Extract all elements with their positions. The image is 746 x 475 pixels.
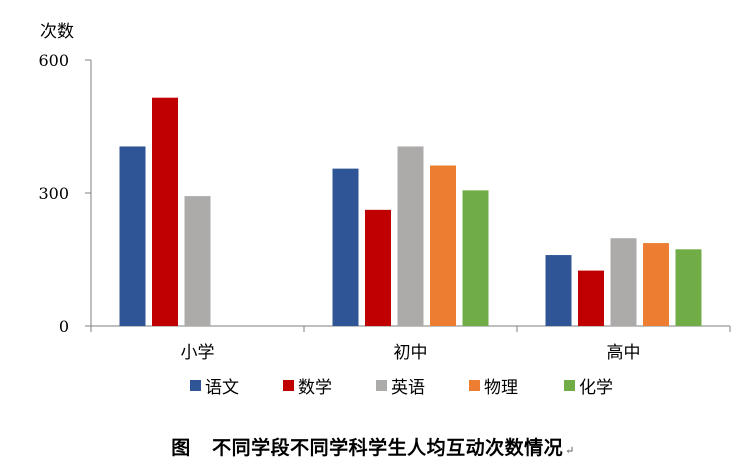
y-tick-label: 600 [38, 51, 69, 70]
legend-label: 数学 [298, 378, 332, 398]
bar [643, 243, 669, 326]
legend-swatch [190, 380, 201, 391]
bar [365, 209, 391, 326]
y-tick-label: 300 [38, 184, 69, 203]
x-tick-label: 高中 [607, 343, 641, 363]
legend-label: 英语 [391, 378, 425, 398]
legend: 语文 数学 英语 物理 化学 [190, 378, 613, 398]
figure-caption: 图 不同学段不同学科学生人均互动次数情况 ↵ [0, 433, 746, 460]
plot-area: 0 300 600 小学 初中 高中 [38, 51, 731, 363]
bar [545, 255, 572, 326]
legend-swatch [376, 380, 387, 391]
legend-swatch [564, 380, 575, 391]
x-tick-label: 小学 [181, 343, 215, 363]
y-axis-title: 次数 [40, 22, 74, 42]
legend-label: 物理 [484, 378, 518, 398]
bar [119, 146, 146, 326]
bar [152, 97, 178, 326]
bar [462, 190, 489, 326]
caption-prefix: 图 [171, 437, 191, 459]
bar [578, 270, 604, 326]
legend-swatch [283, 380, 294, 391]
legend-swatch [469, 380, 480, 391]
legend-label: 化学 [579, 378, 613, 398]
bar [332, 168, 359, 326]
bar-chart: 次数 0 300 600 小学 初中 高中 语文 数学 英语 物理 化学 [38, 22, 731, 398]
bar [675, 249, 702, 326]
x-tick-label: 初中 [394, 343, 428, 363]
bar [184, 196, 211, 326]
bar [610, 238, 637, 326]
return-mark: ↵ [565, 444, 575, 457]
y-tick-label: 0 [59, 317, 69, 336]
legend-label: 语文 [205, 378, 239, 398]
bar [397, 146, 424, 326]
caption-title: 不同学段不同学科学生人均互动次数情况 [212, 437, 564, 459]
bar [430, 165, 456, 326]
